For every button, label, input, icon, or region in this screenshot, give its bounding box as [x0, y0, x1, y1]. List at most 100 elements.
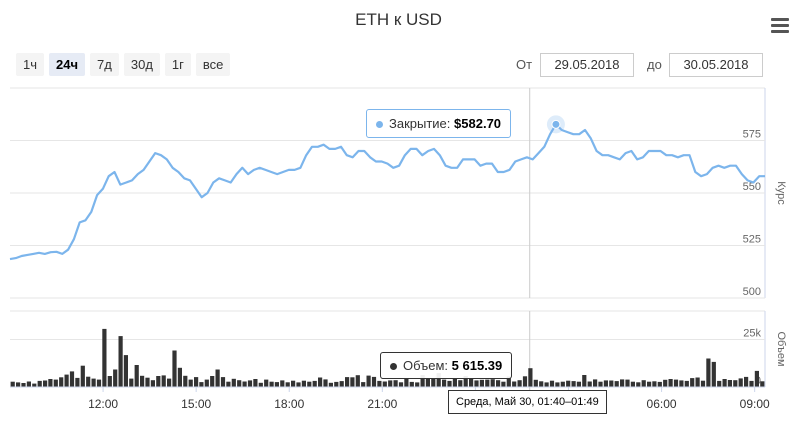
volume-bar: [345, 377, 350, 387]
price-tick-label-550: 550: [743, 181, 761, 193]
volume-bar: [199, 382, 204, 387]
volume-bar: [253, 379, 258, 387]
volume-bar: [469, 379, 474, 387]
volume-bar: [69, 371, 75, 387]
date-to-input[interactable]: [669, 53, 763, 77]
volume-bar: [156, 376, 161, 387]
volume-bar: [123, 355, 128, 387]
price-tooltip-label: Закрытие:: [389, 116, 451, 131]
volume-bar: [334, 381, 339, 387]
volume-bar: [528, 368, 533, 387]
volume-bar: [657, 381, 662, 387]
volume-bar: [522, 376, 528, 387]
volume-bar: [566, 380, 571, 387]
volume-bar: [539, 381, 544, 387]
range-button-30d[interactable]: 30д: [123, 53, 160, 76]
volume-bar: [377, 380, 382, 387]
volume-bar: [161, 375, 166, 387]
volume-bar: [59, 377, 64, 387]
volume-bar: [560, 381, 565, 387]
x-tick-label: 21:00: [367, 397, 397, 411]
volume-bar: [296, 382, 301, 387]
price-series-marker: [376, 121, 383, 129]
volume-bar: [490, 379, 495, 387]
chart-title: ETH к USD: [355, 10, 442, 29]
volume-bar: [226, 381, 231, 387]
volume-bar: [366, 375, 371, 387]
volume-bar: [26, 381, 31, 387]
volume-bar: [86, 376, 91, 387]
price-tick-label-525: 525: [743, 234, 761, 246]
volume-bar: [598, 381, 603, 387]
volume-bar: [679, 380, 684, 387]
range-button-7d[interactable]: 7д: [90, 53, 119, 76]
volume-bar: [355, 375, 360, 387]
volume-bar: [371, 376, 377, 387]
volume-bar: [684, 380, 689, 387]
volume-bar: [711, 361, 716, 387]
volume-bar: [291, 380, 296, 387]
volume-tooltip-label: Объем:: [403, 358, 449, 373]
volume-bar: [760, 381, 765, 387]
volume-bar: [690, 378, 695, 387]
range-button-24h[interactable]: 24ч: [49, 53, 86, 76]
volume-tick-label-1: 25k: [743, 328, 761, 340]
volume-bar: [280, 380, 285, 387]
range-button-1h[interactable]: 1ч: [16, 53, 45, 76]
volume-bar: [75, 377, 80, 387]
volume-bar: [436, 373, 441, 387]
volume-bar: [80, 365, 85, 387]
volume-bar: [242, 381, 247, 387]
price-tooltip: Закрытие: $582.70: [366, 109, 512, 138]
volume-bar: [501, 381, 506, 387]
volume-bar: [474, 380, 479, 387]
range-button-all[interactable]: все: [195, 53, 231, 76]
volume-bar: [107, 376, 112, 387]
volume-bar: [393, 380, 398, 387]
volume-axis-title: Объем: [775, 331, 787, 366]
date-to-label: до: [647, 57, 662, 72]
volume-bar: [37, 380, 42, 387]
menu-icon[interactable]: [771, 18, 789, 36]
volume-bar: [64, 374, 69, 387]
volume-bar: [382, 381, 387, 387]
volume-bar: [641, 380, 646, 387]
volume-bar: [749, 380, 754, 387]
date-from-input[interactable]: [540, 53, 634, 77]
volume-bar: [485, 379, 490, 387]
volume-bar: [91, 378, 96, 387]
price-tick-label-575: 575: [743, 129, 761, 141]
price-tick-label-500: 500: [743, 286, 761, 298]
volume-bar: [361, 382, 366, 387]
volume-bar: [188, 379, 193, 387]
volume-bar: [220, 377, 226, 387]
volume-bar: [10, 381, 15, 387]
volume-bar: [388, 380, 393, 387]
volume-bar: [431, 379, 436, 387]
volume-bar: [582, 375, 587, 387]
x-tick-label: 12:00: [88, 397, 118, 411]
volume-bar: [350, 377, 355, 387]
volume-bar: [204, 379, 209, 387]
hover-point: [551, 119, 561, 129]
volume-bar: [172, 350, 177, 387]
x-tick-label: 15:00: [181, 397, 211, 411]
volume-bar: [614, 381, 619, 387]
volume-bar: [32, 383, 37, 387]
volume-bar: [695, 377, 700, 387]
volume-bar: [404, 377, 409, 387]
range-selector: 1ч 24ч 7д 30д 1г все: [16, 53, 231, 76]
volume-tooltip-value: 5 615.39: [451, 358, 503, 373]
volume-bar: [733, 380, 738, 387]
volume-bar: [264, 379, 269, 387]
volume-bar: [269, 381, 274, 387]
volume-bar: [636, 382, 641, 388]
crosshair-time-label: Среда, Май 30, 01:40–01:49: [448, 390, 607, 414]
volume-bar: [463, 376, 468, 387]
x-tick-label: 18:00: [274, 397, 304, 411]
volume-bar: [496, 380, 501, 387]
range-button-1y[interactable]: 1г: [164, 53, 191, 76]
volume-bar: [512, 381, 517, 387]
volume-series-marker: [390, 363, 397, 371]
volume-bar: [118, 336, 123, 387]
